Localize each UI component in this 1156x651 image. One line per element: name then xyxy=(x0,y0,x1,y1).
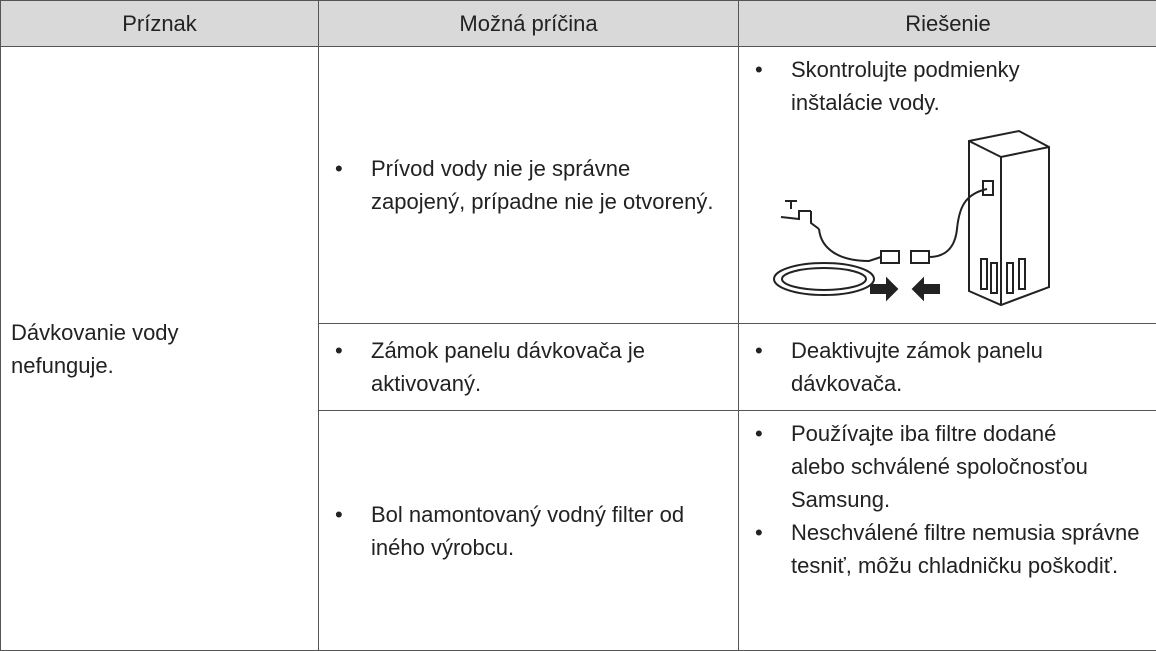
symptom-text: Dávkovanie vody nefunguje. xyxy=(11,316,271,382)
cause: Zámok panelu dávkovača je aktivovaný. xyxy=(319,334,738,400)
solution: Používajte iba filtre dodané alebo schvá… xyxy=(739,417,1156,516)
symptom: Dávkovanie vody nefunguje. xyxy=(1,47,319,651)
solution: Deaktivujte zámok panelu dávkovača. xyxy=(739,334,1156,400)
water-connection-illustration xyxy=(769,129,1069,309)
solution: Skontrolujte podmienky inštalácie vody. xyxy=(739,53,1156,119)
cause: Prívod vody nie je správne zapojený, prí… xyxy=(319,152,738,218)
solution-cell: Deaktivujte zámok panelu dávkovača. xyxy=(739,324,1156,411)
solution: Neschválené filtre nemusia správne tesni… xyxy=(739,516,1156,582)
row: Dávkovanie vody nefunguje. Prívod vody n… xyxy=(1,47,1156,324)
solution-cell: Používajte iba filtre dodané alebo schvá… xyxy=(739,411,1156,651)
cause: Bol namontovaný vodný filter od iného vý… xyxy=(319,498,738,564)
cause-cell: Bol namontovaný vodný filter od iného vý… xyxy=(319,411,739,651)
header-cell: Možná príčina xyxy=(319,1,739,47)
header-row: Príznak Možná príčina Riešenie xyxy=(1,1,1156,47)
solution-cell: Skontrolujte podmienky inštalácie vody. xyxy=(739,47,1156,324)
cause-cell: Prívod vody nie je správne zapojený, prí… xyxy=(319,47,739,324)
cause-cell: Zámok panelu dávkovača je aktivovaný. xyxy=(319,324,739,411)
header-cell: Riešenie xyxy=(739,1,1156,47)
header-cell: Príznak xyxy=(1,1,319,47)
